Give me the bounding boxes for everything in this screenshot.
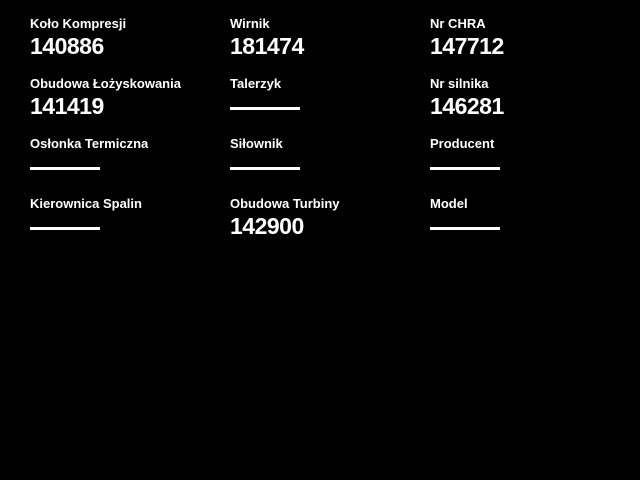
- field-value: 140886: [30, 33, 104, 59]
- field-kolo-kompresji: Koło Kompresji 140886: [30, 17, 220, 58]
- field-value: 142900: [230, 213, 304, 239]
- field-label: Wirnik: [230, 16, 270, 31]
- field-obudowa-turbiny: Obudowa Turbiny 142900: [230, 197, 420, 238]
- field-label: Osłonka Termiczna: [30, 136, 149, 151]
- field-label: Koło Kompresji: [30, 16, 127, 31]
- empty-value-dash: [230, 107, 300, 110]
- empty-value-dash: [30, 167, 100, 170]
- field-value: 146281: [430, 93, 504, 119]
- field-label: Obudowa Łożyskowania: [30, 76, 181, 91]
- field-oslonka-termiczna: Osłonka Termiczna: [30, 137, 220, 170]
- field-label: Producent: [430, 136, 495, 151]
- field-nr-chra: Nr CHRA 147712: [430, 17, 620, 58]
- field-obudowa-lozyskowania: Obudowa Łożyskowania 141419: [30, 77, 220, 118]
- empty-value-dash: [430, 167, 500, 170]
- field-model: Model: [430, 197, 620, 230]
- empty-value-dash: [30, 227, 100, 230]
- field-label: Siłownik: [230, 136, 283, 151]
- empty-value-dash: [230, 167, 300, 170]
- field-value: 141419: [30, 93, 104, 119]
- field-label: Kierownica Spalin: [30, 196, 142, 211]
- field-nr-silnika: Nr silnika 146281: [430, 77, 620, 118]
- field-label: Talerzyk: [230, 76, 282, 91]
- field-talerzyk: Talerzyk: [230, 77, 420, 110]
- field-value: 181474: [230, 33, 304, 59]
- field-label: Model: [430, 196, 468, 211]
- field-producent: Producent: [430, 137, 620, 170]
- field-kierownica-spalin: Kierownica Spalin: [30, 197, 220, 230]
- field-wirnik: Wirnik 181474: [230, 17, 420, 58]
- field-value: 147712: [430, 33, 504, 59]
- field-label: Obudowa Turbiny: [230, 196, 340, 211]
- empty-value-dash: [430, 227, 500, 230]
- field-silownik: Siłownik: [230, 137, 420, 170]
- field-label: Nr CHRA: [430, 16, 486, 31]
- field-label: Nr silnika: [430, 76, 489, 91]
